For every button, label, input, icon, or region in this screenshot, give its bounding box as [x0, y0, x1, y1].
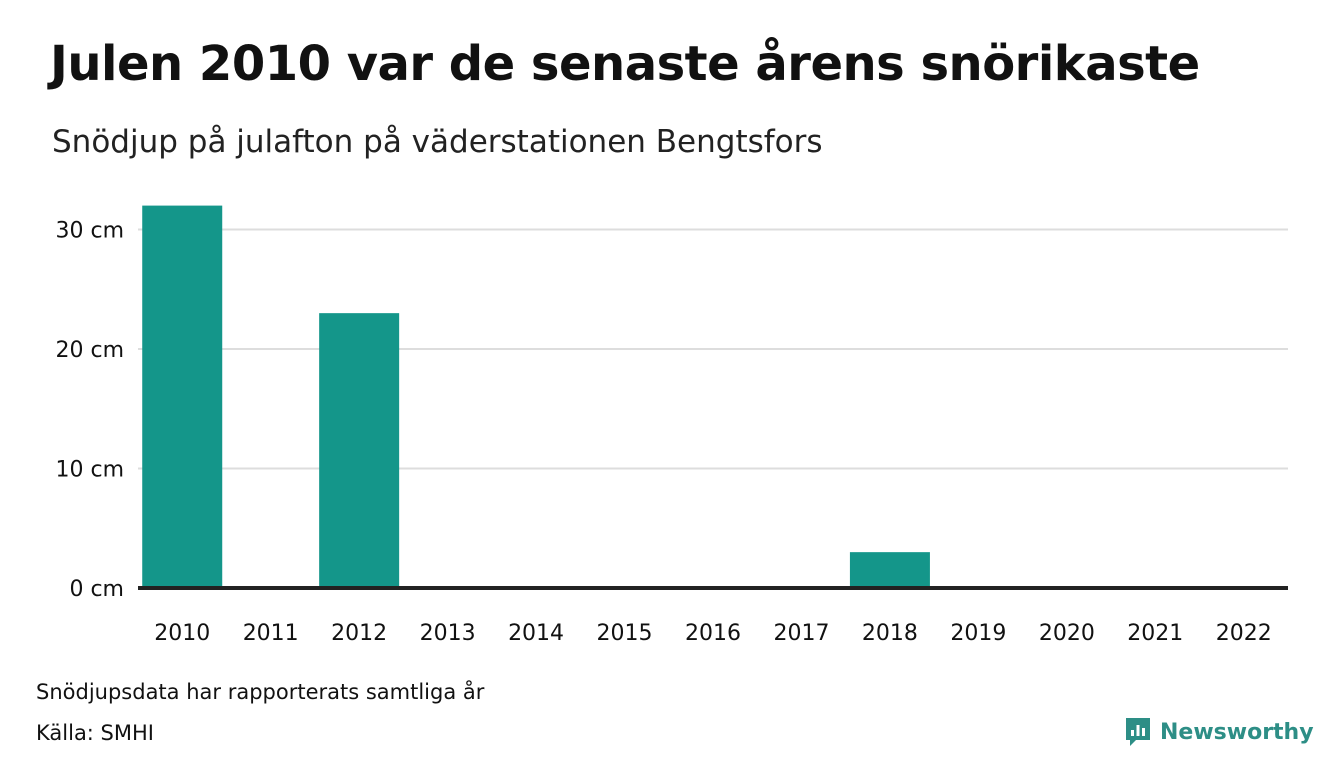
- y-tick-label: 30 cm: [55, 219, 124, 244]
- x-tick-label: 2011: [243, 621, 299, 646]
- x-tick-label: 2016: [685, 621, 741, 646]
- brand-name: Newsworthy: [1160, 719, 1314, 745]
- x-tick-label: 2017: [773, 621, 829, 646]
- grid-lines: [138, 228, 1288, 470]
- x-tick-label: 2018: [862, 621, 918, 646]
- tick-labels: 0 cm 10 cm 20 cm 30 cm 2010 2011 2012 2013 2014 2…: [55, 219, 1271, 647]
- brand: Newsworthy: [1124, 716, 1314, 748]
- chart-subtitle: Snödjup på julafton på väderstationen Be…: [52, 124, 823, 160]
- bar-2012: [319, 313, 400, 588]
- bar-chart: 0 cm 10 cm 20 cm 30 cm 2010 2011 2012 2013 2014 2…: [55, 205, 1288, 647]
- bar-2018: [849, 552, 930, 588]
- bars: [142, 205, 930, 588]
- y-tick-label: 10 cm: [55, 458, 124, 483]
- x-tick-label: 2013: [420, 621, 476, 646]
- x-tick-label: 2015: [597, 621, 653, 646]
- x-tick-label: 2010: [154, 621, 210, 646]
- x-tick-label: 2021: [1127, 621, 1183, 646]
- bar-2010: [142, 205, 223, 588]
- newsworthy-logo-icon: [1126, 718, 1150, 746]
- data-note: Snödjupsdata har rapporterats samtliga å…: [36, 680, 485, 704]
- x-tick-label: 2014: [508, 621, 564, 646]
- chart-title: Julen 2010 var de senaste årens snörikas…: [50, 36, 1200, 92]
- source-note: Källa: SMHI: [36, 721, 154, 745]
- y-tick-label: 0 cm: [69, 577, 124, 602]
- x-tick-label: 2012: [331, 621, 387, 646]
- x-tick-label: 2020: [1039, 621, 1095, 646]
- x-tick-label: 2019: [950, 621, 1006, 646]
- x-tick-label: 2022: [1216, 621, 1272, 646]
- y-tick-label: 20 cm: [55, 338, 124, 363]
